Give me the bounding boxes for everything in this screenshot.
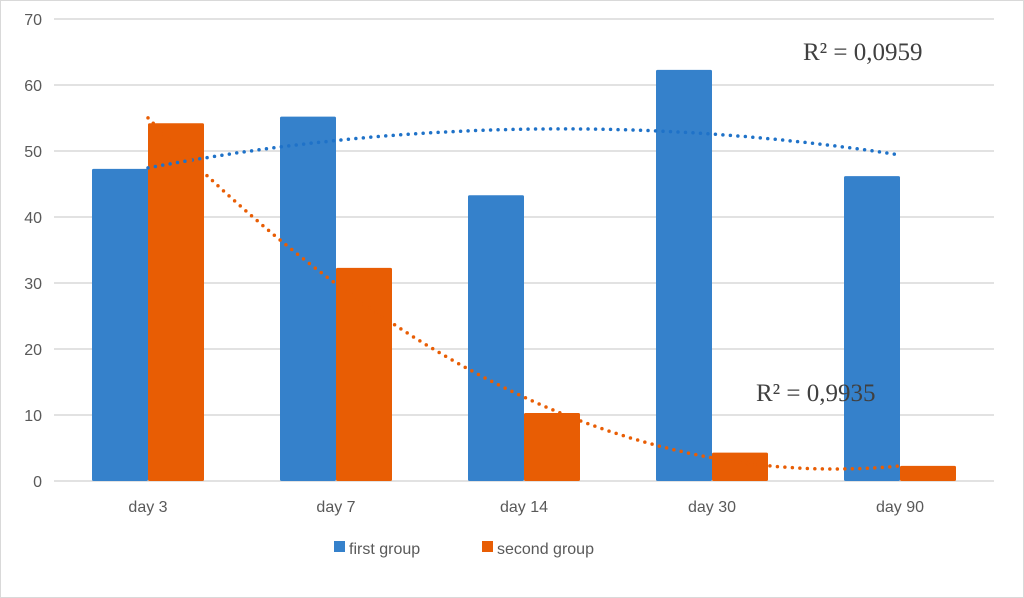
bar-second-group-day-14 bbox=[524, 413, 580, 481]
bar-second-group-day-3 bbox=[148, 123, 204, 481]
bar-first-group-day-30 bbox=[656, 69, 712, 481]
x-tick-label: day 3 bbox=[128, 499, 167, 516]
legend-swatch-first-group bbox=[334, 541, 345, 552]
legend-label-first-group: first group bbox=[349, 541, 420, 558]
y-tick-label: 70 bbox=[24, 12, 42, 29]
r2-label-first-group: R² = 0,0959 bbox=[803, 39, 923, 66]
x-tick-label: day 7 bbox=[316, 499, 355, 516]
legend: first group second group bbox=[334, 541, 594, 558]
trendline-second-group bbox=[146, 116, 902, 471]
legend-swatch-second-group bbox=[482, 541, 493, 552]
x-tick-label: day 30 bbox=[688, 499, 736, 516]
bar-first-group-day-90 bbox=[844, 176, 900, 481]
y-tick-label: 20 bbox=[24, 342, 42, 359]
bar-first-group-day-7 bbox=[280, 116, 336, 482]
x-tick-label: day 14 bbox=[500, 499, 548, 516]
bar-first-group-day-3 bbox=[92, 168, 148, 481]
r2-label-second-group: R² = 0,9935 bbox=[756, 380, 876, 407]
bar-second-group-day-30 bbox=[712, 452, 768, 481]
trendline-first-group bbox=[146, 127, 902, 170]
y-tick-label: 50 bbox=[24, 144, 42, 161]
bar-second-group-day-7 bbox=[336, 267, 392, 481]
bar-second-group-day-90 bbox=[900, 465, 956, 481]
x-tick-label: day 90 bbox=[876, 499, 924, 516]
y-tick-label: 0 bbox=[33, 474, 42, 491]
y-tick-label: 30 bbox=[24, 276, 42, 293]
y-tick-label: 40 bbox=[24, 210, 42, 227]
y-tick-label: 60 bbox=[24, 78, 42, 95]
legend-label-second-group: second group bbox=[497, 541, 594, 558]
bar-first-group-day-14 bbox=[468, 195, 524, 481]
y-tick-label: 10 bbox=[24, 408, 42, 425]
